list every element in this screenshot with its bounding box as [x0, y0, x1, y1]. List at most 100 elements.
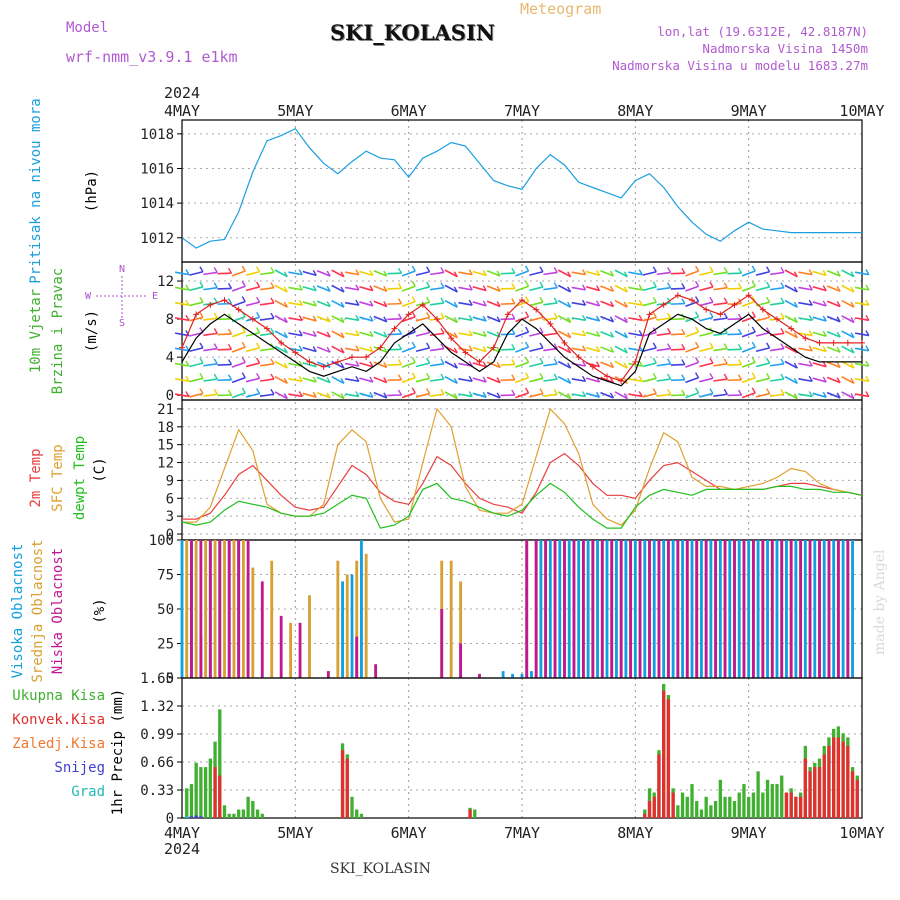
cloud-bar-cloud_high — [360, 540, 363, 678]
wind-barb — [227, 328, 233, 335]
wind-barb — [780, 388, 785, 395]
wind-barb — [369, 300, 374, 307]
wind-barb — [812, 346, 827, 353]
cloud-bar-cloud_low — [799, 540, 803, 678]
wind-barb — [694, 357, 700, 363]
wind-barb — [326, 316, 331, 323]
wind-barb — [259, 393, 275, 398]
wind-barb — [600, 346, 614, 353]
cloud-bar-cloud_high — [700, 540, 703, 678]
cloud-bar-cloud_low — [751, 540, 755, 678]
wind-barb — [397, 389, 403, 396]
wind-barb — [326, 331, 331, 338]
wind-barb — [567, 393, 572, 399]
wind-barb — [543, 393, 558, 398]
cloud-bar-cloud_high — [511, 673, 514, 678]
wind-barb — [681, 283, 686, 289]
precip-unit-label: 1hr Precip (mm) — [110, 689, 126, 815]
cloud-bar-cloud_high — [350, 574, 354, 678]
wind-barb — [440, 312, 445, 319]
wind-barb — [444, 299, 458, 308]
cloud-bar-cloud_high — [567, 540, 571, 678]
cloud-bar-cloud_high — [643, 540, 647, 678]
precip-bar-precip_total — [237, 809, 241, 818]
wind-barb — [614, 299, 628, 308]
temp-sfc-label: SFC Temp — [50, 444, 66, 511]
wind-barb — [557, 391, 572, 400]
wind-barb — [652, 312, 657, 318]
wind-barb — [581, 284, 587, 291]
temperature-ytick-label: 21 — [157, 402, 174, 418]
wind-barb — [609, 377, 615, 383]
wind-barb — [256, 312, 261, 318]
cloud-bar-cloud_high — [341, 581, 344, 678]
wind-barb — [397, 343, 403, 350]
wind-barb — [174, 393, 190, 398]
wind-barb — [741, 376, 756, 384]
wind-barb — [836, 270, 841, 277]
wind-barb — [571, 301, 586, 306]
wind-barb — [623, 286, 628, 293]
wind-barb — [331, 345, 345, 354]
wind-barb — [539, 266, 544, 273]
wind-barb — [312, 330, 317, 337]
cloud-bar-cloud_low — [544, 540, 548, 678]
wind-barb — [397, 374, 403, 381]
wind-barb — [453, 377, 458, 384]
wind-barb — [270, 358, 275, 365]
precip-bar-precip_total — [355, 809, 359, 818]
wind-barb — [595, 315, 601, 322]
wind-gust-point — [703, 306, 710, 313]
wind-barb — [751, 357, 756, 363]
wind-barb — [741, 392, 756, 399]
wind-barb — [798, 271, 813, 276]
wind-barb — [699, 270, 714, 276]
wind-barb — [312, 285, 317, 291]
wind-barb — [472, 316, 487, 322]
wind-barb — [199, 281, 204, 288]
wind-barb — [515, 376, 529, 384]
lonlat-label: lon,lat (19.6312E, 42.8187N) — [657, 24, 868, 39]
wind-barb — [174, 362, 190, 367]
precip-bar-precip_total — [751, 792, 756, 818]
wind-barb — [822, 330, 827, 337]
wind-barb — [808, 314, 813, 321]
wind-wind_speed-line — [181, 313, 862, 387]
wind-gust-point — [561, 339, 568, 346]
precip-bar-precip_conv — [647, 801, 652, 818]
wind-barb — [737, 343, 743, 350]
wind-barb — [472, 301, 487, 307]
wind-barb — [468, 375, 473, 382]
wind-barb — [312, 269, 317, 276]
wind-barb — [741, 331, 756, 338]
wind-gust-point — [802, 335, 809, 342]
wind-barb — [812, 392, 827, 398]
wind-barb — [581, 360, 587, 367]
wind-barb — [203, 332, 218, 337]
wind-barb — [515, 331, 529, 338]
wind-barb — [270, 312, 275, 319]
precip-bar-precip_conv — [832, 737, 836, 818]
wind-barb — [609, 331, 615, 338]
wind-barb — [826, 270, 841, 277]
wind-barb — [453, 286, 458, 293]
wind-barb — [623, 393, 628, 399]
wind-barb — [401, 270, 416, 277]
wind-barb — [524, 372, 530, 378]
wind-barb — [784, 299, 798, 308]
wind-barb — [769, 302, 785, 306]
wind-barb — [694, 311, 700, 318]
wind-barb — [741, 285, 756, 292]
wind-barb — [614, 330, 628, 339]
wind-barb — [274, 284, 288, 293]
wind-barb — [567, 317, 572, 323]
wind-barb — [298, 284, 303, 291]
wind-barb — [283, 286, 288, 293]
temperature-dewpoint-line — [181, 482, 863, 529]
cloud-bar-cloud_low — [581, 540, 585, 678]
wind-barb — [666, 343, 672, 349]
precip-bar-precip_total — [704, 796, 708, 818]
wind-barb — [411, 280, 416, 287]
precip-bar-precip_total — [260, 813, 264, 818]
wind-barb — [854, 317, 870, 322]
